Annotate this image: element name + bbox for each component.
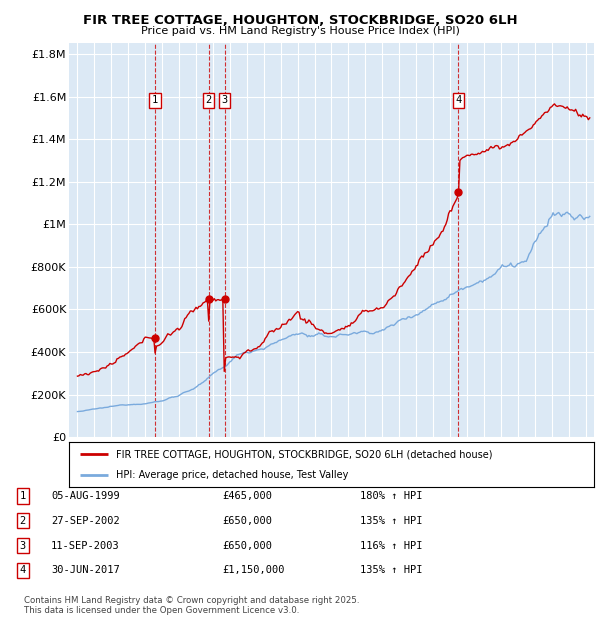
Text: 11-SEP-2003: 11-SEP-2003 xyxy=(51,541,120,551)
Text: 30-JUN-2017: 30-JUN-2017 xyxy=(51,565,120,575)
Text: 180% ↑ HPI: 180% ↑ HPI xyxy=(360,491,422,501)
Text: 135% ↑ HPI: 135% ↑ HPI xyxy=(360,516,422,526)
Text: Contains HM Land Registry data © Crown copyright and database right 2025.
This d: Contains HM Land Registry data © Crown c… xyxy=(24,596,359,615)
Text: FIR TREE COTTAGE, HOUGHTON, STOCKBRIDGE, SO20 6LH (detached house): FIR TREE COTTAGE, HOUGHTON, STOCKBRIDGE,… xyxy=(116,449,493,459)
Text: 1: 1 xyxy=(152,95,158,105)
Text: 3: 3 xyxy=(221,95,228,105)
Text: 2: 2 xyxy=(205,95,212,105)
Text: 4: 4 xyxy=(20,565,26,575)
Text: 135% ↑ HPI: 135% ↑ HPI xyxy=(360,565,422,575)
Text: 27-SEP-2002: 27-SEP-2002 xyxy=(51,516,120,526)
Text: Price paid vs. HM Land Registry's House Price Index (HPI): Price paid vs. HM Land Registry's House … xyxy=(140,26,460,36)
Text: £1,150,000: £1,150,000 xyxy=(222,565,284,575)
Text: 116% ↑ HPI: 116% ↑ HPI xyxy=(360,541,422,551)
Text: £465,000: £465,000 xyxy=(222,491,272,501)
Text: FIR TREE COTTAGE, HOUGHTON, STOCKBRIDGE, SO20 6LH: FIR TREE COTTAGE, HOUGHTON, STOCKBRIDGE,… xyxy=(83,14,517,27)
Text: 1: 1 xyxy=(20,491,26,501)
Text: £650,000: £650,000 xyxy=(222,541,272,551)
Text: HPI: Average price, detached house, Test Valley: HPI: Average price, detached house, Test… xyxy=(116,469,349,480)
Text: 2: 2 xyxy=(20,516,26,526)
Text: £650,000: £650,000 xyxy=(222,516,272,526)
Text: 05-AUG-1999: 05-AUG-1999 xyxy=(51,491,120,501)
Text: 4: 4 xyxy=(455,95,461,105)
Text: 3: 3 xyxy=(20,541,26,551)
